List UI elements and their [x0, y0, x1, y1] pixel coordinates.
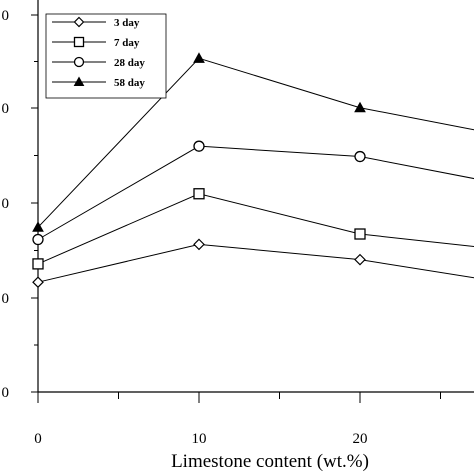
- y-tick-label: 0: [2, 291, 10, 307]
- data-point-diamond: [354, 253, 366, 266]
- x-tick-label: 0: [34, 431, 42, 447]
- x-tick-label: 10: [192, 431, 207, 447]
- legend-label: 7 day: [114, 37, 140, 49]
- y-tick-label: 0: [2, 385, 10, 401]
- y-tick-label: 0: [2, 8, 10, 24]
- legend: 3 day 7 day 28 day 58 day: [45, 13, 167, 99]
- series-line: [37, 57, 474, 228]
- x-tick-label: 20: [353, 431, 368, 447]
- data-point-circle: [354, 150, 366, 163]
- y-tick-label: 0: [2, 196, 10, 212]
- x-ticks: 0 10 20: [34, 392, 441, 447]
- legend-label: 28 day: [114, 57, 145, 69]
- legend-label: 58 day: [114, 77, 145, 89]
- series-line: [37, 193, 474, 265]
- x-axis-title: Limestone content (wt.%): [171, 451, 369, 472]
- y-ticks: 0 0 0 0 0: [2, 8, 38, 401]
- data-point-square: [193, 188, 205, 200]
- legend-marker: [73, 56, 85, 68]
- legend-label: 3 day: [114, 17, 140, 29]
- series-line: [37, 243, 474, 283]
- series-line: [37, 145, 474, 240]
- data-point-diamond: [193, 238, 205, 251]
- series-markers: [32, 52, 366, 289]
- data-point-triangle: [32, 221, 44, 232]
- data-point-triangle: [354, 101, 366, 113]
- data-point-triangle: [193, 52, 205, 63]
- legend-marker: [73, 16, 85, 28]
- data-point-circle: [193, 140, 205, 152]
- y-tick-label: 0: [2, 101, 10, 117]
- data-point-diamond: [32, 276, 44, 289]
- data-point-square: [354, 228, 366, 240]
- legend-box: [45, 13, 167, 99]
- data-point-square: [32, 258, 44, 270]
- legend-marker: [73, 36, 85, 48]
- series-lines: [37, 57, 474, 283]
- legend-marker: [73, 76, 85, 86]
- data-point-circle: [32, 233, 44, 246]
